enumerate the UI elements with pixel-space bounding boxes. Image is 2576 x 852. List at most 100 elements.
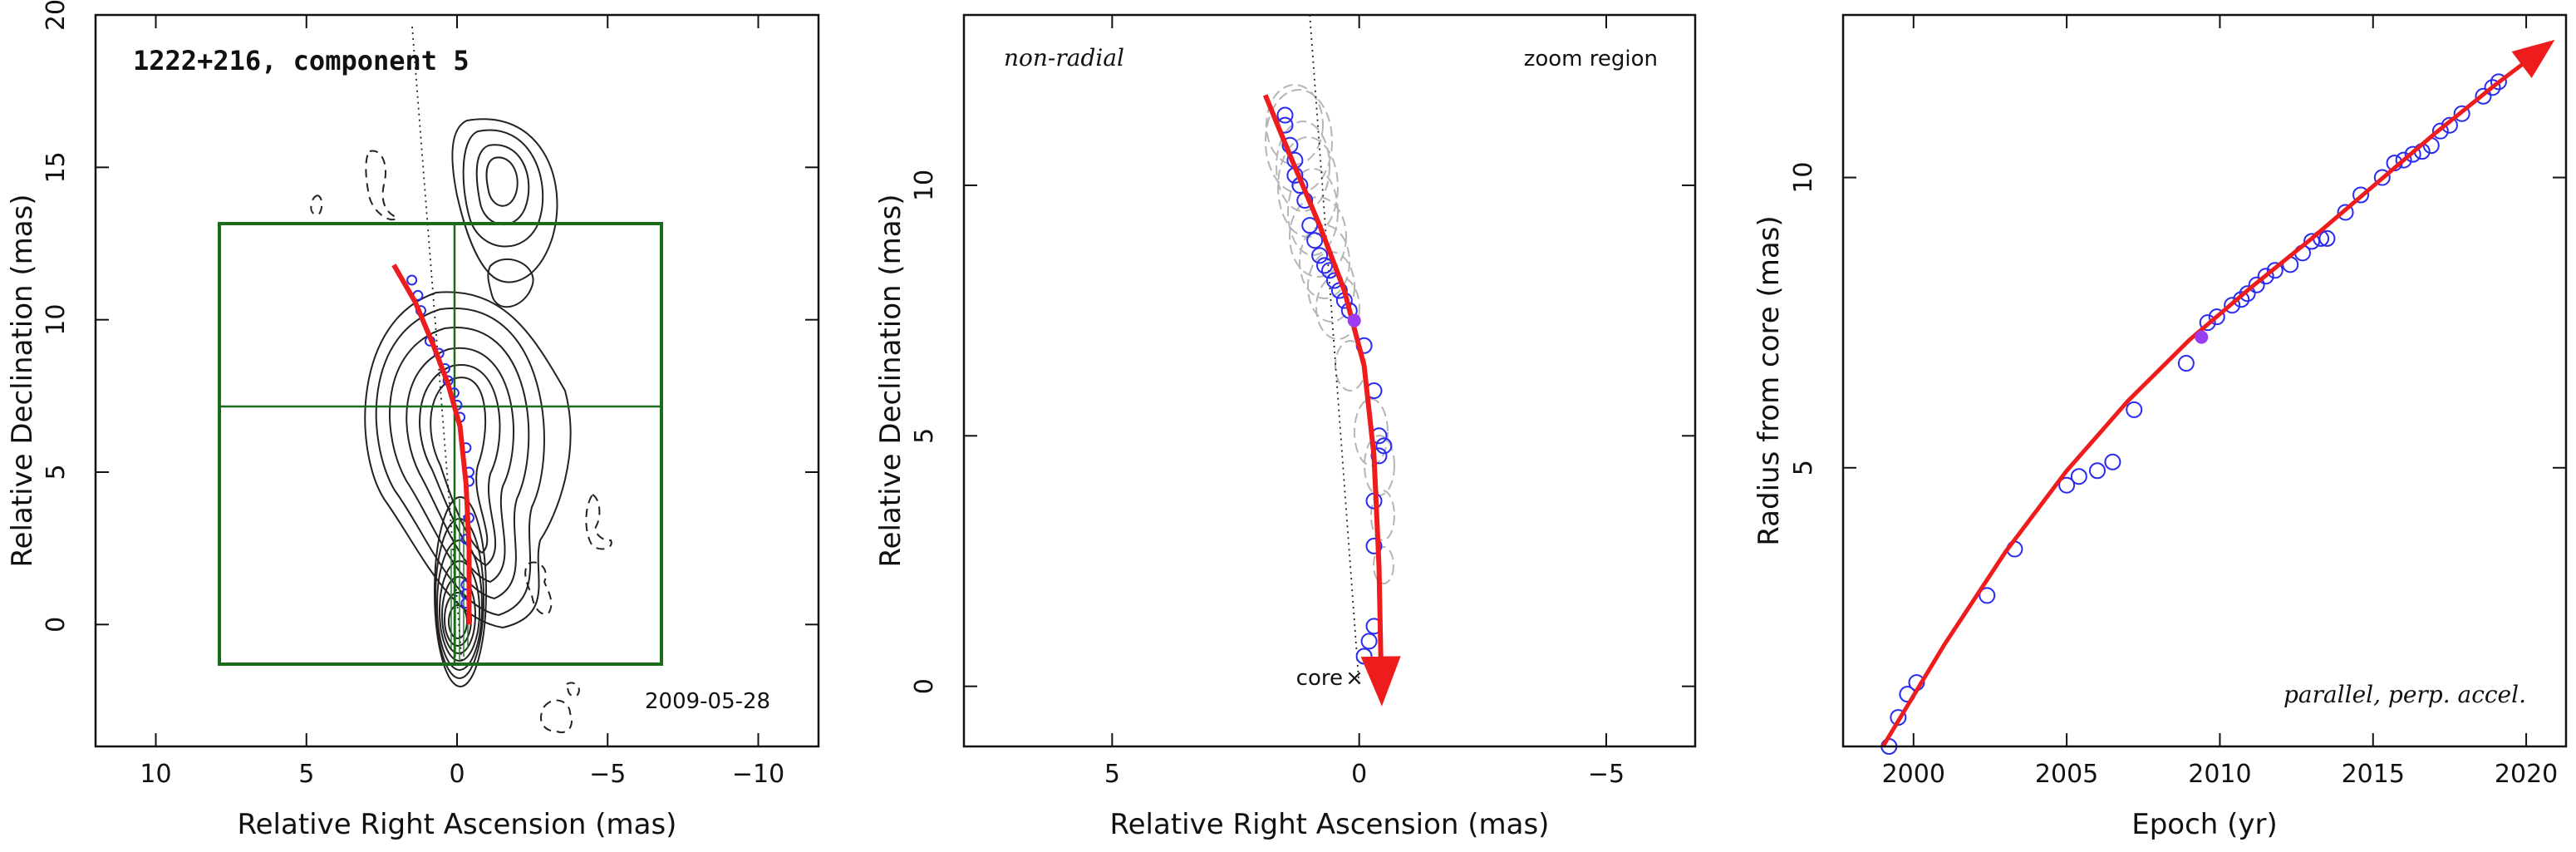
panel-middle-annotation-left: non-radial (1004, 44, 1124, 71)
data-point (2104, 453, 2121, 470)
track-point (1370, 447, 1388, 465)
jet-contour-3 (406, 347, 514, 584)
x-tick-label: 0 (1351, 760, 1367, 789)
y-tick-label: 10 (910, 170, 939, 201)
panel-middle-xlabel: Relative Right Ascension (mas) (1110, 808, 1550, 841)
x-tick-label: 2020 (2495, 760, 2558, 789)
gray-contour (1299, 224, 1350, 299)
panel-right-ticks: 2000 2005 2010 2015 2020 5 10 (1789, 15, 2566, 789)
knot-contour-3 (462, 129, 544, 248)
y-tick-label: 15 (42, 151, 71, 183)
panel-middle-fit-curve (1262, 94, 1401, 707)
y-tick-label: 10 (1789, 161, 1818, 193)
neg-contour-4 (524, 561, 553, 615)
track-point (406, 274, 418, 286)
jet-axis-dotted (411, 26, 463, 666)
panel-left-contours (310, 26, 612, 734)
data-point (2431, 122, 2449, 140)
data-point (2318, 229, 2336, 247)
x-tick-label: −10 (732, 760, 784, 789)
data-point (2070, 468, 2087, 485)
panel-right-frame (1841, 13, 2568, 748)
data-point (2266, 262, 2283, 279)
gray-contour (1373, 546, 1394, 584)
core-label: core (1296, 666, 1343, 691)
panel-right-highlight-point (2195, 330, 2209, 344)
panel-left-frame (94, 13, 820, 748)
neg-contour-6 (565, 682, 580, 697)
gray-contour (1370, 490, 1395, 541)
track-point (1375, 437, 1393, 455)
data-point (2395, 151, 2412, 169)
data-point (2224, 297, 2241, 314)
panel-left-fit-curve (391, 263, 472, 625)
panel-middle-ticks: 5 0 −5 0 5 10 (910, 15, 1695, 789)
data-point (2475, 87, 2492, 105)
panel-middle-highlight-point (1347, 313, 1361, 328)
data-point (2404, 145, 2421, 163)
panel-right-fit-curve (1880, 39, 2555, 748)
gray-contour (1289, 196, 1347, 278)
data-point (2453, 105, 2470, 122)
track-point (1360, 633, 1378, 650)
panel-left-title: 1222+216, component 5 (133, 45, 469, 76)
knot-contour-2 (475, 144, 530, 225)
data-point (2257, 268, 2274, 285)
panel-left-xlabel: Relative Right Ascension (mas) (238, 808, 677, 841)
core-marker: × (1345, 666, 1364, 691)
knot-contour-1 (485, 156, 519, 207)
knot-contour-5 (487, 258, 534, 308)
x-tick-label: 2000 (1882, 760, 1945, 789)
core-contour-3 (441, 576, 476, 654)
track-point (1276, 106, 1294, 124)
panel-left-ticks: 10 5 0 −5 −10 0 5 10 15 20 (42, 0, 819, 789)
neg-contour-1 (365, 150, 399, 220)
jet-contour-2 (419, 364, 501, 567)
track-point (1365, 537, 1383, 554)
knot-contour-4 (451, 118, 558, 283)
data-point (2303, 233, 2321, 250)
data-point (2208, 308, 2225, 326)
y-tick-label: 10 (42, 304, 71, 336)
panel-middle-annotation-right: zoom region (1524, 47, 1658, 71)
jet-contour-6 (364, 291, 572, 629)
jet-contour-1 (430, 377, 489, 554)
panel-middle-dotted-axis (1309, 14, 1360, 687)
y-tick-label: 20 (42, 0, 71, 31)
y-tick-label: 5 (910, 428, 939, 444)
track-point (1306, 232, 1324, 249)
data-point (2126, 401, 2143, 418)
x-tick-label: 5 (298, 760, 314, 789)
data-point (2352, 186, 2370, 204)
data-point (2199, 314, 2216, 332)
data-point (2058, 476, 2076, 494)
gray-contour (1364, 435, 1395, 496)
data-point (2239, 285, 2256, 303)
panel-middle-ylabel: Relative Declination (mas) (874, 194, 907, 567)
panel-left-date: 2009-05-28 (645, 689, 770, 714)
neg-contour-5 (540, 699, 573, 734)
y-tick-label: 0 (910, 678, 939, 694)
track-point (1355, 648, 1373, 665)
y-tick-label: 5 (1789, 460, 1818, 475)
data-point (2177, 355, 2195, 372)
data-point (2484, 79, 2501, 96)
x-tick-label: −5 (589, 760, 626, 789)
jet-contour-5 (375, 307, 545, 617)
x-tick-label: 2005 (2035, 760, 2098, 789)
panel-middle: × core 5 0 −5 0 5 10 non-radial zoom region R… (874, 13, 1697, 841)
core-contour-7 (434, 496, 487, 687)
track-point (1316, 257, 1334, 274)
x-tick-label: 2010 (2188, 760, 2251, 789)
gray-contour (1276, 121, 1330, 212)
jet-contour-4 (389, 327, 530, 600)
x-tick-label: 5 (1104, 760, 1120, 789)
data-point (2088, 462, 2106, 480)
x-tick-label: 0 (449, 760, 465, 789)
data-point (2337, 204, 2354, 221)
track-point (1311, 247, 1329, 264)
panel-right: 2000 2005 2010 2015 2020 5 10 parallel, perp. … (1753, 13, 2568, 841)
panel-right-xlabel: Epoch (yr) (2131, 808, 2278, 841)
